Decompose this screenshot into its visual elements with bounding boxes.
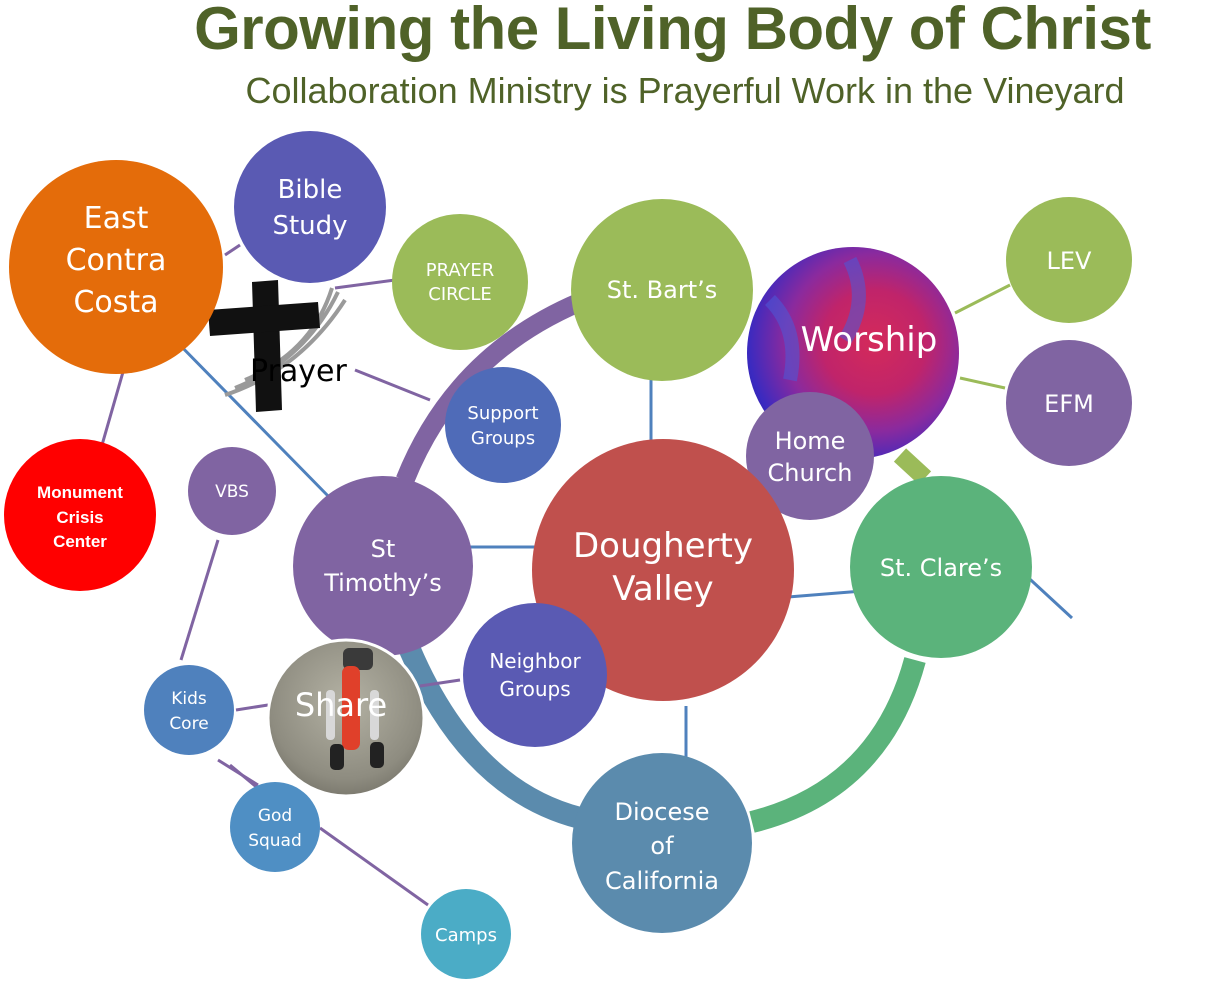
node-kids-core: Kids Core xyxy=(144,665,234,755)
node-bible-study: Bible Study xyxy=(234,131,386,283)
prayer-graphic: Prayer xyxy=(208,280,347,412)
page-subtitle: Collaboration Ministry is Prayerful Work… xyxy=(245,70,1125,111)
prayer-label: Prayer xyxy=(250,354,347,389)
svg-text:Camps: Camps xyxy=(435,925,497,946)
ring-arc-lightgreen xyxy=(893,448,932,485)
node-god-squad: God Squad xyxy=(230,782,320,872)
node-lev: LEV xyxy=(1006,197,1132,323)
node-diocese-of-california: Diocese of California xyxy=(572,753,752,933)
connectors xyxy=(98,243,1074,907)
cross-icon xyxy=(208,280,320,412)
node-east-contra-costa: East Contra Costa xyxy=(9,160,223,374)
svg-text:Worship: Worship xyxy=(801,320,938,360)
node-st-timothys: St Timothy’s xyxy=(293,476,473,656)
svg-text:Share: Share xyxy=(295,686,387,724)
node-dougherty-valley: Dougherty Valley xyxy=(532,439,794,701)
ring-arc-green xyxy=(749,657,926,833)
svg-text:LEV: LEV xyxy=(1047,247,1093,275)
node-vbs: VBS xyxy=(188,447,276,535)
node-home-church: Home Church xyxy=(746,392,874,520)
svg-text:St. Clare’s: St. Clare’s xyxy=(880,554,1002,582)
page-title: Growing the Living Body of Christ xyxy=(194,0,1151,62)
node-efm: EFM xyxy=(1006,340,1132,466)
svg-text:EFM: EFM xyxy=(1044,390,1094,418)
node-neighbor-groups: Neighbor Groups xyxy=(463,603,607,747)
svg-text:VBS: VBS xyxy=(215,482,249,502)
node-share: Share xyxy=(266,638,426,798)
node-monument-crisis-center: Monument Crisis Center xyxy=(4,439,156,591)
node-st-clares: St. Clare’s xyxy=(850,476,1032,658)
ring-arc-purple xyxy=(396,293,584,484)
svg-text:St. Bart’s: St. Bart’s xyxy=(607,276,717,304)
bicycle-icon xyxy=(326,648,384,770)
node-prayer-circle: PRAYER CIRCLE xyxy=(392,214,528,350)
node-camps: Camps xyxy=(421,889,511,979)
node-support-groups: Support Groups xyxy=(445,367,561,483)
node-st-barts: St. Bart’s xyxy=(571,199,753,381)
